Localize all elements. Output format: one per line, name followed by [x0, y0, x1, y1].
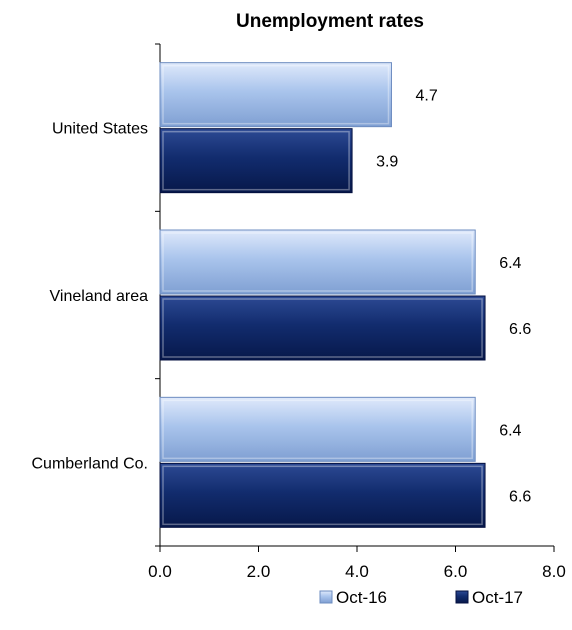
bar-bevel [162, 399, 473, 460]
data-label: 3.9 [376, 154, 398, 171]
x-tick-label: 6.0 [444, 562, 468, 581]
legend-label: Oct-17 [472, 588, 523, 607]
bar [159, 295, 486, 361]
legend: Oct-16 Oct-17 [319, 588, 523, 607]
plot-area: 0.0 2.0 4.0 6.0 8.0 United States 4.7 3.9 Vinela… [32, 43, 566, 581]
bar-bevel [162, 130, 350, 191]
legend-swatch [319, 590, 333, 604]
bar [159, 62, 392, 128]
bar-bevel [162, 64, 390, 125]
x-tick-label: 4.0 [345, 562, 369, 581]
chart-title: Unemployment rates [236, 11, 424, 32]
legend-label: Oct-16 [336, 588, 387, 607]
x-tick-label: 8.0 [542, 562, 566, 581]
legend-swatch [455, 590, 469, 604]
bar [159, 462, 486, 528]
data-label: 6.6 [509, 488, 531, 505]
bar [159, 128, 353, 194]
bar-bevel [162, 298, 483, 358]
category-label: United States [52, 121, 148, 138]
x-tick-label: 0.0 [148, 562, 172, 581]
data-label: 6.4 [499, 255, 521, 272]
category-label: Vineland area [50, 288, 149, 305]
category-label: Cumberland Co. [32, 455, 149, 472]
data-label: 6.6 [509, 321, 531, 338]
bar [159, 229, 476, 295]
bar-bevel [162, 232, 473, 292]
bar-bevel [162, 465, 483, 526]
bar [159, 396, 476, 462]
data-label: 4.7 [415, 88, 437, 105]
data-label: 6.4 [499, 422, 521, 439]
x-tick-label: 2.0 [247, 562, 271, 581]
